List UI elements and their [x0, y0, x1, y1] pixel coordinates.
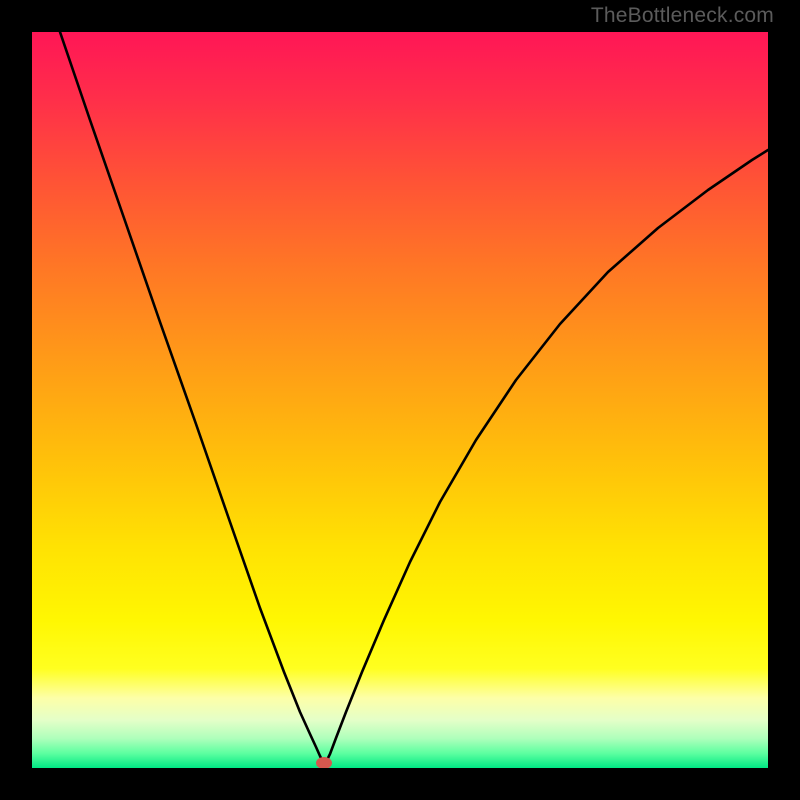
watermark-text: TheBottleneck.com	[591, 4, 774, 28]
chart-root: TheBottleneck.com	[0, 0, 800, 800]
marker-layer	[32, 32, 768, 768]
min-marker	[316, 757, 332, 768]
plot-area	[32, 32, 768, 768]
